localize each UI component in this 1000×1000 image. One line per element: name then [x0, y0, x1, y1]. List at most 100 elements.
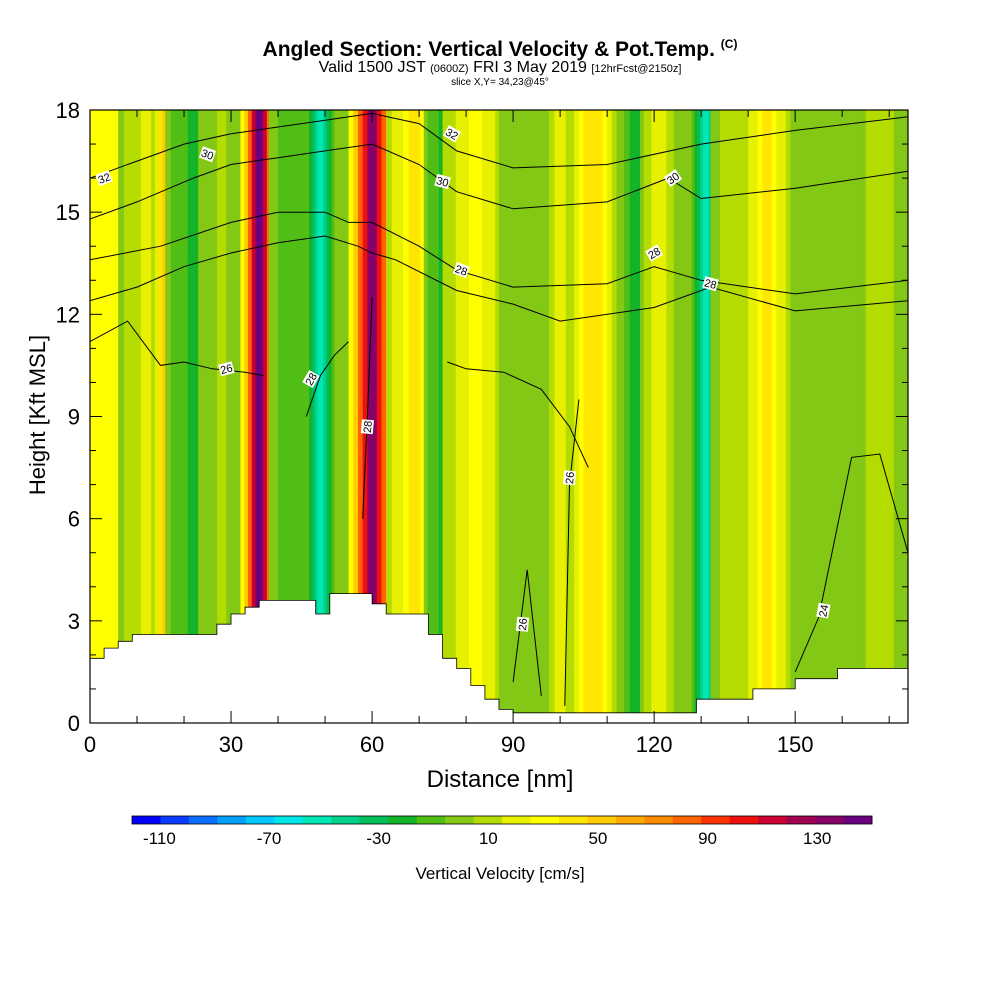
forecast-info: [12hrFcst@2150z]	[591, 63, 682, 75]
contour-label: 30	[198, 146, 217, 163]
velocity-band	[367, 110, 377, 723]
colorbar-swatch	[815, 816, 845, 824]
contour-label: 26	[515, 616, 530, 632]
y-tick-label: 6	[68, 507, 80, 532]
velocity-band	[255, 110, 264, 723]
y-tick-label: 15	[56, 200, 80, 225]
colorbar-swatch	[729, 816, 759, 824]
velocity-band	[703, 110, 709, 723]
svg-text:28: 28	[703, 277, 718, 292]
colorbar-swatch	[331, 816, 361, 824]
colorbar-swatch	[672, 816, 702, 824]
svg-text:30: 30	[199, 147, 215, 162]
y-tick-label: 9	[68, 405, 80, 430]
valid-time: Valid 1500 JST	[318, 59, 426, 76]
utc-time: (0600Z)	[430, 63, 469, 75]
contour-label: 26	[218, 361, 235, 377]
velocity-band	[762, 110, 772, 723]
velocity-band	[216, 110, 227, 723]
colorbar-swatch	[701, 816, 731, 824]
chart-subtitle: Valid 1500 JST (0600Z) FRI 3 May 2019 [1…	[0, 59, 1000, 77]
chart-title-text: Angled Section: Vertical Velocity & Pot.…	[262, 38, 715, 61]
colorbar-swatch	[473, 816, 503, 824]
colorbar-tick-label: -70	[257, 829, 282, 848]
colorbar-swatch	[388, 816, 418, 824]
velocity-band	[140, 110, 153, 723]
svg-text:28: 28	[362, 420, 375, 433]
colorbar-swatch	[274, 816, 304, 824]
colorbar-swatch	[615, 816, 645, 824]
terrain	[90, 593, 908, 723]
x-tick-label: 120	[636, 732, 673, 757]
colorbar-swatch	[758, 816, 788, 824]
x-tick-label: 30	[219, 732, 243, 757]
contour-label: 28	[702, 276, 719, 292]
velocity-band	[875, 110, 885, 723]
velocity-band	[557, 110, 563, 723]
x-tick-label: 90	[501, 732, 525, 757]
colorbar-tick-label: 10	[479, 829, 498, 848]
colorbar-swatch	[217, 816, 247, 824]
velocity-band	[588, 110, 598, 723]
velocity-band	[408, 110, 421, 723]
isentrope-26	[90, 320, 264, 377]
isentrope-26	[512, 569, 542, 696]
y-axis-label: Height [Kft MSL]	[25, 334, 50, 496]
chart-title: Angled Section: Vertical Velocity & Pot.…	[0, 37, 1000, 62]
contour-label: 28	[645, 244, 664, 262]
isentrope-26	[447, 361, 589, 468]
y-tick-label: 0	[68, 711, 80, 736]
colorbar-swatch	[644, 816, 674, 824]
isentrope-28	[90, 211, 908, 295]
x-tick-label: 0	[84, 732, 96, 757]
velocity-band	[96, 110, 112, 723]
contour-label: 30	[434, 173, 451, 190]
velocity-band	[468, 110, 483, 723]
isentrope-28	[362, 297, 373, 519]
colorbar-tick-label: 130	[803, 829, 831, 848]
contour-label: 28	[452, 262, 471, 279]
svg-text:28: 28	[453, 263, 469, 278]
colorbar-swatch	[445, 816, 475, 824]
colorbar-swatch	[132, 816, 161, 824]
svg-text:32: 32	[97, 171, 113, 186]
colorbar-swatch	[245, 816, 275, 824]
colorbar-tick-label: -110	[143, 829, 176, 848]
contour-label: 28	[302, 369, 321, 389]
isentrope-24	[794, 453, 908, 673]
colorbar-swatch	[558, 816, 588, 824]
contour-label: 28	[360, 419, 375, 435]
y-tick-label: 18	[56, 98, 80, 123]
colorbar-swatch	[160, 816, 190, 824]
velocity-band	[632, 110, 639, 723]
svg-text:24: 24	[817, 604, 831, 618]
valid-date: FRI 3 May 2019	[473, 59, 587, 76]
colorbar-tick-label: 50	[588, 829, 607, 848]
copyright-mark: (C)	[720, 37, 738, 51]
colorbar-swatch	[843, 816, 873, 824]
velocity-band	[816, 110, 830, 723]
y-tick-label: 3	[68, 609, 80, 634]
colorbar-swatch	[359, 816, 389, 824]
colorbar-frame	[131, 815, 873, 825]
velocity-band	[655, 110, 663, 723]
svg-text:28: 28	[304, 371, 321, 388]
svg-text:26: 26	[517, 618, 530, 631]
contour-label: 24	[816, 602, 831, 619]
velocity-band	[187, 110, 200, 723]
x-tick-label: 150	[777, 732, 814, 757]
isentrope-28	[90, 235, 908, 322]
isentrope-30	[90, 143, 908, 220]
colorbar-swatch	[188, 816, 218, 824]
isentrope-28	[305, 341, 349, 417]
colorbar-label: Vertical Velocity [cm/s]	[415, 864, 585, 883]
colorbar-swatch	[416, 816, 446, 824]
colorbar-swatch	[502, 816, 531, 824]
x-axis-label: Distance [nm]	[426, 766, 574, 793]
colorbar-swatch	[786, 816, 816, 824]
y-tick-label: 12	[56, 302, 80, 327]
contour-label: 26	[562, 470, 577, 486]
svg-text:26: 26	[564, 471, 577, 484]
velocity-band	[317, 110, 324, 723]
